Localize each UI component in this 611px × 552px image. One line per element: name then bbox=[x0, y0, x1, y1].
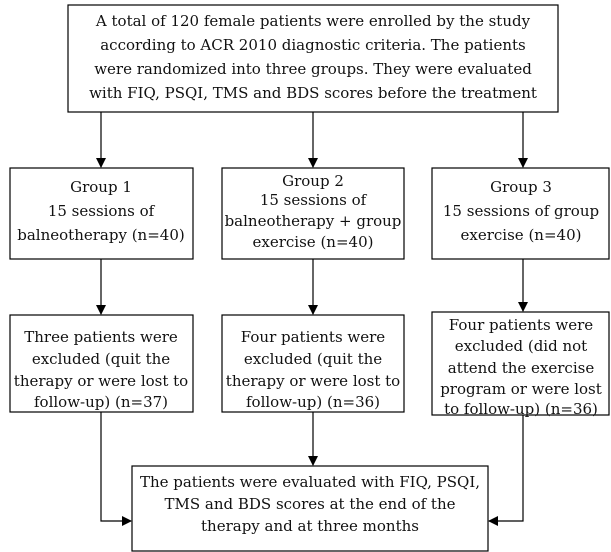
box bbox=[9, 314, 194, 413]
node-text: excluded (quit the bbox=[244, 350, 382, 368]
node-text: were randomized into three groups. They … bbox=[94, 60, 532, 78]
box bbox=[67, 4, 559, 113]
node-text: balneotherapy (n=40) bbox=[17, 226, 184, 244]
node-text: attend the exercise bbox=[448, 359, 595, 377]
node-text: follow-up) (n=36) bbox=[246, 393, 380, 411]
node-text: excluded (did not bbox=[455, 337, 587, 355]
node-text: program or were lost bbox=[440, 380, 602, 398]
box bbox=[131, 465, 489, 552]
node-text: Group 1 bbox=[70, 178, 132, 196]
node-text: Group 2 bbox=[282, 172, 344, 190]
node-text: balneotherapy + group bbox=[225, 212, 402, 230]
node-text: A total of 120 female patients were enro… bbox=[95, 12, 531, 30]
node-text: exercise (n=40) bbox=[253, 233, 374, 251]
node-text: exercise (n=40) bbox=[461, 226, 582, 244]
node-text: 15 sessions of bbox=[48, 202, 156, 220]
node-text: therapy or were lost to bbox=[226, 372, 400, 390]
node-text: Three patients were bbox=[24, 328, 178, 346]
arrow bbox=[100, 412, 132, 526]
box bbox=[9, 167, 194, 260]
box bbox=[431, 311, 610, 416]
arrow bbox=[488, 415, 524, 526]
node-text: to follow-up) (n=36) bbox=[444, 400, 598, 418]
node-text: therapy and at three months bbox=[201, 517, 419, 535]
node-text: 15 sessions of bbox=[260, 191, 368, 209]
node-text: therapy or were lost to bbox=[14, 372, 188, 390]
node-text: according to ACR 2010 diagnostic criteri… bbox=[100, 36, 526, 54]
box bbox=[221, 314, 405, 413]
box bbox=[221, 167, 405, 260]
node-text: Four patients were bbox=[241, 328, 386, 346]
node-text: 15 sessions of group bbox=[443, 202, 599, 220]
node-text: excluded (quit the bbox=[32, 350, 170, 368]
box bbox=[431, 167, 610, 260]
node-text: The patients were evaluated with FIQ, PS… bbox=[140, 473, 480, 491]
node-text: follow-up) (n=37) bbox=[34, 393, 168, 411]
node-text: Four patients were bbox=[449, 316, 594, 334]
node-text: with FIQ, PSQI, TMS and BDS scores befor… bbox=[89, 84, 537, 102]
node-text: TMS and BDS scores at the end of the bbox=[164, 495, 455, 513]
node-text: Group 3 bbox=[490, 178, 552, 196]
